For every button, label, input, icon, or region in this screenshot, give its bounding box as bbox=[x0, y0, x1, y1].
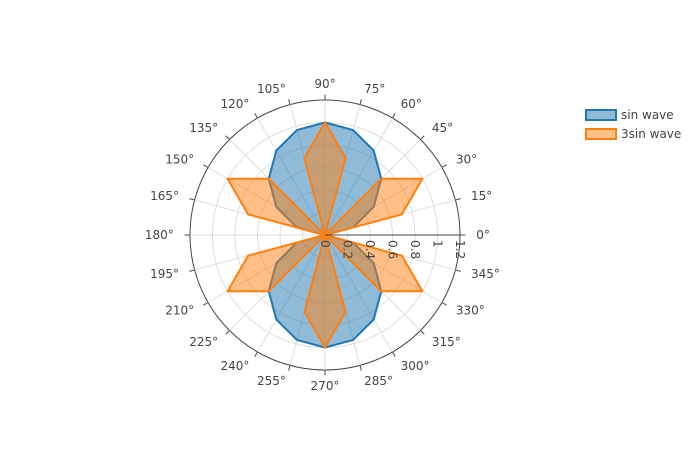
angular-tick-mark bbox=[189, 198, 195, 201]
angular-tick-label: 180° bbox=[145, 228, 174, 242]
angular-tick-mark bbox=[392, 113, 396, 119]
angular-tick-label: 240° bbox=[220, 359, 249, 373]
radial-tick-label: 1.2 bbox=[453, 240, 467, 259]
angular-tick-label: 225° bbox=[189, 335, 218, 349]
angular-tick-label: 135° bbox=[189, 121, 218, 135]
legend: sin wave 3sin wave bbox=[585, 108, 681, 141]
radial-tick-label: 0.2 bbox=[341, 240, 355, 259]
angular-tick-mark bbox=[359, 99, 362, 105]
legend-item-sin-wave[interactable]: sin wave bbox=[585, 108, 674, 122]
angular-tick-label: 195° bbox=[150, 267, 179, 281]
angular-tick-mark bbox=[455, 198, 461, 201]
angular-tick-label: 315° bbox=[432, 335, 461, 349]
angular-tick-label: 210° bbox=[165, 304, 194, 318]
radial-tick-label: 0.6 bbox=[386, 240, 400, 259]
angular-tick-label: 120° bbox=[220, 97, 249, 111]
angular-tick-mark bbox=[203, 302, 209, 306]
angular-tick-label: 270° bbox=[311, 379, 340, 393]
radial-tick-label: 0.8 bbox=[408, 240, 422, 259]
angular-tick-mark bbox=[254, 351, 258, 357]
angular-tick-label: 60° bbox=[401, 97, 422, 111]
angular-tick-mark bbox=[420, 135, 425, 140]
angular-tick-label: 165° bbox=[150, 189, 179, 203]
angular-tick-mark bbox=[254, 113, 258, 119]
angular-tick-mark bbox=[392, 351, 396, 357]
angular-tick-mark bbox=[189, 269, 195, 272]
angular-tick-label: 90° bbox=[314, 77, 335, 91]
axis-layer: 0 0.2 0.4 0.6 0.8 1 1.2 0° 15° 30° 45° 60° 75° 90° 105… bbox=[145, 77, 500, 393]
angular-tick-mark bbox=[455, 269, 461, 272]
angular-tick-label: 330° bbox=[456, 304, 485, 318]
angular-tick-mark bbox=[203, 164, 209, 168]
legend-label-sin-wave: sin wave bbox=[621, 108, 674, 122]
radial-tick-label: 0.4 bbox=[363, 240, 377, 259]
angular-tick-mark bbox=[288, 99, 291, 105]
angular-tick-label: 15° bbox=[471, 189, 492, 203]
angular-tick-mark bbox=[359, 365, 362, 371]
angular-tick-mark bbox=[420, 330, 425, 335]
angular-tick-mark bbox=[225, 330, 230, 335]
angular-tick-label: 30° bbox=[456, 152, 477, 166]
legend-label-3sin-wave: 3sin wave bbox=[621, 127, 681, 141]
angular-tick-mark bbox=[225, 135, 230, 140]
angular-tick-label: 300° bbox=[401, 359, 430, 373]
angular-tick-label: 345° bbox=[471, 267, 500, 281]
angular-tick-mark bbox=[288, 365, 291, 371]
angular-tick-label: 75° bbox=[364, 82, 385, 96]
angular-tick-mark bbox=[441, 164, 447, 168]
angular-tick-label: 150° bbox=[165, 152, 194, 166]
legend-swatch-3sin-wave bbox=[585, 128, 617, 140]
angular-tick-label: 285° bbox=[364, 374, 393, 388]
angular-tick-label: 45° bbox=[432, 121, 453, 135]
angular-tick-label: 0° bbox=[476, 228, 490, 242]
angular-tick-mark bbox=[441, 302, 447, 306]
legend-item-3sin-wave[interactable]: 3sin wave bbox=[585, 127, 681, 141]
radial-tick-label: 1 bbox=[431, 240, 445, 248]
angular-tick-label: 105° bbox=[257, 82, 286, 96]
radial-tick-label: 0 bbox=[318, 240, 332, 248]
angular-tick-label: 255° bbox=[257, 374, 286, 388]
legend-swatch-sin-wave bbox=[585, 109, 617, 121]
